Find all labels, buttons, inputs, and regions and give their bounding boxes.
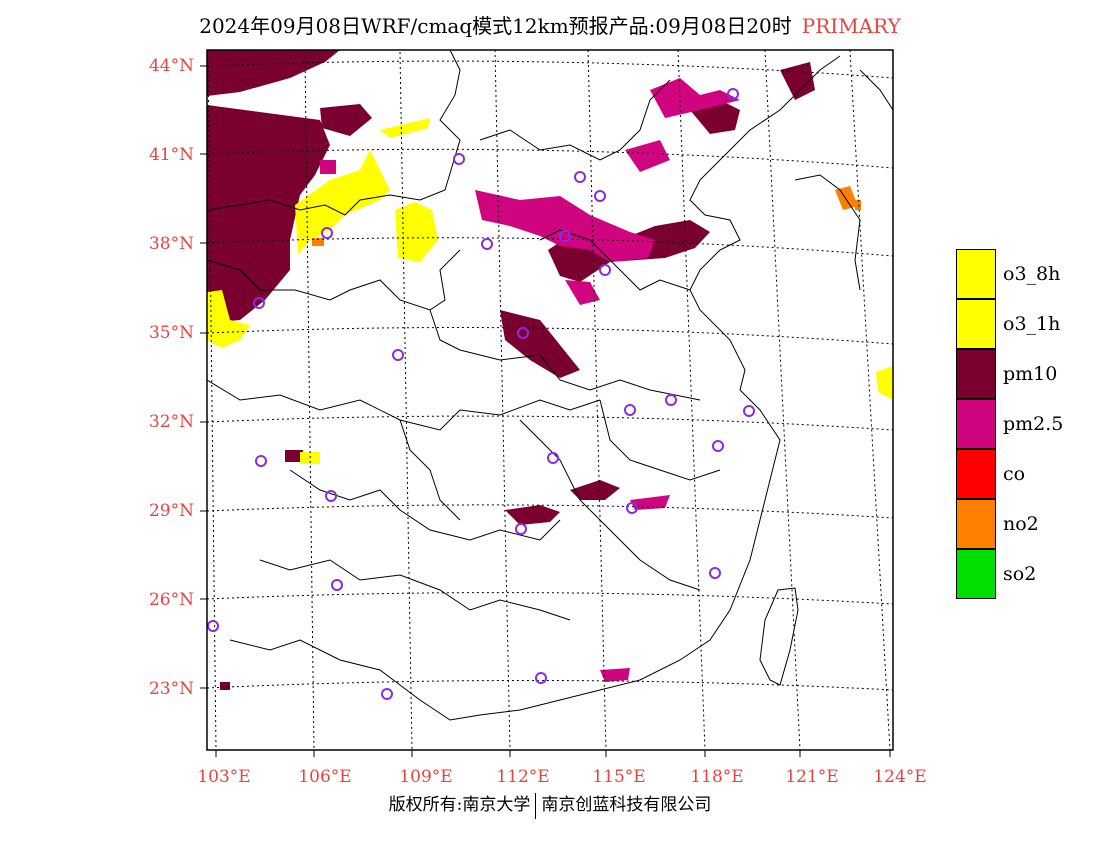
legend-label-pm10: pm10 — [1003, 363, 1058, 385]
legend-label-o3-1h: o3_1h — [1003, 313, 1061, 335]
lat-label: 26°N — [149, 590, 194, 610]
lat-label: 44°N — [149, 56, 194, 76]
legend-swatch-pm25 — [956, 399, 996, 449]
lon-label: 103°E — [197, 767, 250, 787]
o3-regions — [207, 118, 893, 464]
latitude-ticks — [200, 65, 207, 689]
pm25-regions — [320, 78, 740, 682]
lat-label: 35°N — [149, 323, 194, 343]
legend-swatch-o3-8h — [956, 249, 996, 299]
lat-label: 23°N — [149, 679, 194, 699]
legend-label-pm25: pm2.5 — [1003, 413, 1064, 435]
legend-label-so2: so2 — [1003, 563, 1037, 585]
station-markers — [207, 88, 755, 700]
lon-label: 112°E — [496, 767, 549, 787]
legend-swatch-no2 — [956, 499, 996, 549]
legend-label-o3-8h: o3_8h — [1003, 263, 1061, 285]
pm10-regions — [207, 50, 815, 690]
legend-swatch-pm10 — [956, 349, 996, 399]
boundary-lines — [207, 50, 893, 721]
graticule — [207, 50, 893, 750]
map-frame — [206, 49, 894, 751]
chart-title: 2024年09月08日WRF/cmaq模式12km预报产品:09月08日20时 P… — [0, 10, 1100, 39]
legend-swatch-o3-1h — [956, 299, 996, 349]
copyright-footer: 版权所有:南京大学 南京创蓝科技有限公司 — [0, 790, 1100, 819]
longitude-ticks — [215, 750, 891, 757]
footer-left: 版权所有:南京大学 — [388, 795, 531, 815]
legend-swatch-co — [956, 449, 996, 499]
title-primary-tag: PRIMARY — [801, 14, 901, 38]
legend-label-co: co — [1003, 463, 1026, 485]
lat-label: 38°N — [149, 234, 194, 254]
lat-label: 41°N — [149, 145, 194, 165]
title-text: 2024年09月08日WRF/cmaq模式12km预报产品:09月08日20时 — [199, 14, 792, 38]
footer-right: 南京创蓝科技有限公司 — [541, 795, 712, 815]
longitude-axis: 103°E 106°E 109°E 112°E 115°E 118°E 121°… — [197, 767, 926, 787]
lon-label: 106°E — [298, 767, 351, 787]
lon-label: 118°E — [690, 767, 743, 787]
legend-swatch-so2 — [956, 549, 996, 599]
lon-label: 121°E — [785, 767, 838, 787]
lon-label: 124°E — [873, 767, 926, 787]
legend-label-no2: no2 — [1003, 513, 1039, 535]
footer-separator — [535, 792, 537, 819]
lon-label: 109°E — [399, 767, 452, 787]
lon-label: 115°E — [592, 767, 645, 787]
lat-label: 32°N — [149, 412, 194, 432]
latitude-axis: 44°N 41°N 38°N 35°N 32°N 29°N 26°N 23°N — [149, 56, 194, 699]
lat-label: 29°N — [149, 501, 194, 521]
